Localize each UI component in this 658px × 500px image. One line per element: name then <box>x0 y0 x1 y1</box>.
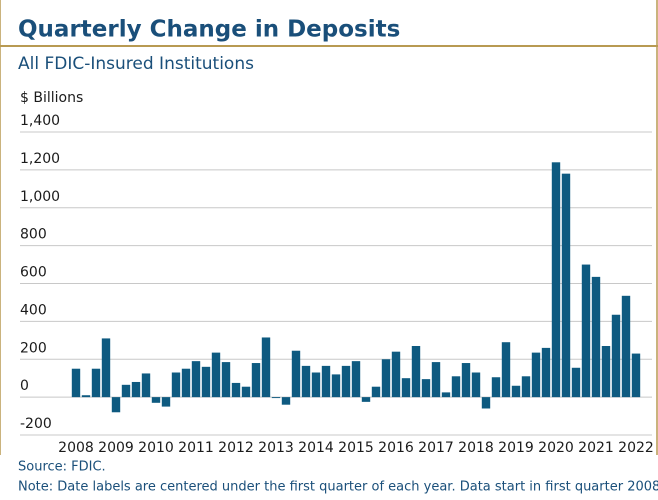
bar <box>251 363 261 398</box>
y-axis-label: $ Billions <box>20 90 83 106</box>
x-tick-label: 2017 <box>418 440 454 456</box>
bar <box>411 345 421 398</box>
bar <box>531 352 541 398</box>
bar <box>541 347 551 398</box>
bar <box>431 362 441 398</box>
note: Note: Date labels are centered under the… <box>18 480 658 495</box>
bar <box>271 397 281 399</box>
x-tick-label: 2011 <box>178 440 214 456</box>
bar <box>331 374 341 398</box>
bar <box>571 367 581 398</box>
bar <box>291 350 301 398</box>
x-tick-label: 2020 <box>538 440 574 456</box>
x-tick-label: 2012 <box>218 440 254 456</box>
y-tick-label: 1,000 <box>20 189 60 205</box>
x-tick-label: 2009 <box>98 440 134 456</box>
chart-title: Quarterly Change in Deposits <box>18 17 400 43</box>
chart-subtitle: All FDIC-Insured Institutions <box>18 54 254 74</box>
y-tick-label: 0 <box>20 378 29 394</box>
bar <box>551 162 561 398</box>
y-tick-label: 1,400 <box>20 113 60 129</box>
y-tick-label: 200 <box>20 340 47 356</box>
bar <box>491 377 501 398</box>
x-tick-label: 2016 <box>378 440 414 456</box>
bar <box>121 384 131 398</box>
bar <box>371 386 381 398</box>
bar <box>231 382 241 398</box>
bar <box>301 365 311 398</box>
bar <box>441 392 451 398</box>
bar <box>91 368 101 398</box>
x-tick-label: 2019 <box>498 440 534 456</box>
x-tick-label: 2014 <box>298 440 334 456</box>
bar <box>351 361 361 398</box>
bar <box>361 397 371 402</box>
bar <box>581 264 591 398</box>
y-tick-label: -200 <box>20 416 52 432</box>
bar <box>321 365 331 398</box>
x-tick-label: 2015 <box>338 440 374 456</box>
x-tick-label: 2008 <box>58 440 94 456</box>
bar <box>591 276 601 398</box>
bar <box>171 372 181 398</box>
bar <box>81 395 91 398</box>
bar <box>631 353 641 398</box>
bar <box>391 351 401 398</box>
bar <box>401 378 411 398</box>
bar <box>311 372 321 398</box>
y-tick-label: 1,200 <box>20 151 60 167</box>
bar <box>191 361 201 398</box>
bar <box>151 397 161 403</box>
bar <box>241 386 251 398</box>
bar <box>451 376 461 398</box>
bar <box>131 381 141 398</box>
bar <box>141 373 151 398</box>
y-tick-label: 400 <box>20 302 47 318</box>
bar <box>161 397 171 407</box>
bar <box>481 397 491 409</box>
bar <box>211 352 221 398</box>
x-tick-label: 2013 <box>258 440 294 456</box>
y-tick-label: 600 <box>20 265 47 281</box>
bar <box>201 366 211 398</box>
bar <box>71 368 81 398</box>
bar <box>281 397 291 405</box>
bar <box>381 359 391 398</box>
bar <box>601 345 611 398</box>
bar <box>511 385 521 398</box>
bar <box>341 365 351 398</box>
x-tick-label: 2010 <box>138 440 174 456</box>
x-tick-label: 2018 <box>458 440 494 456</box>
bar <box>111 397 121 413</box>
y-tick-label: 800 <box>20 227 47 243</box>
bar <box>621 295 631 398</box>
bar <box>471 372 481 398</box>
bar <box>221 362 231 398</box>
bar <box>101 338 111 398</box>
x-tick-label: 2022 <box>618 440 654 456</box>
bar <box>261 337 271 398</box>
bar <box>181 368 191 398</box>
source: Source: FDIC. <box>18 460 106 475</box>
bar <box>611 314 621 398</box>
bar <box>521 376 531 398</box>
bar <box>421 379 431 398</box>
x-tick-label: 2021 <box>578 440 614 456</box>
bar <box>501 342 511 398</box>
bar <box>461 363 471 398</box>
bar <box>561 173 571 398</box>
